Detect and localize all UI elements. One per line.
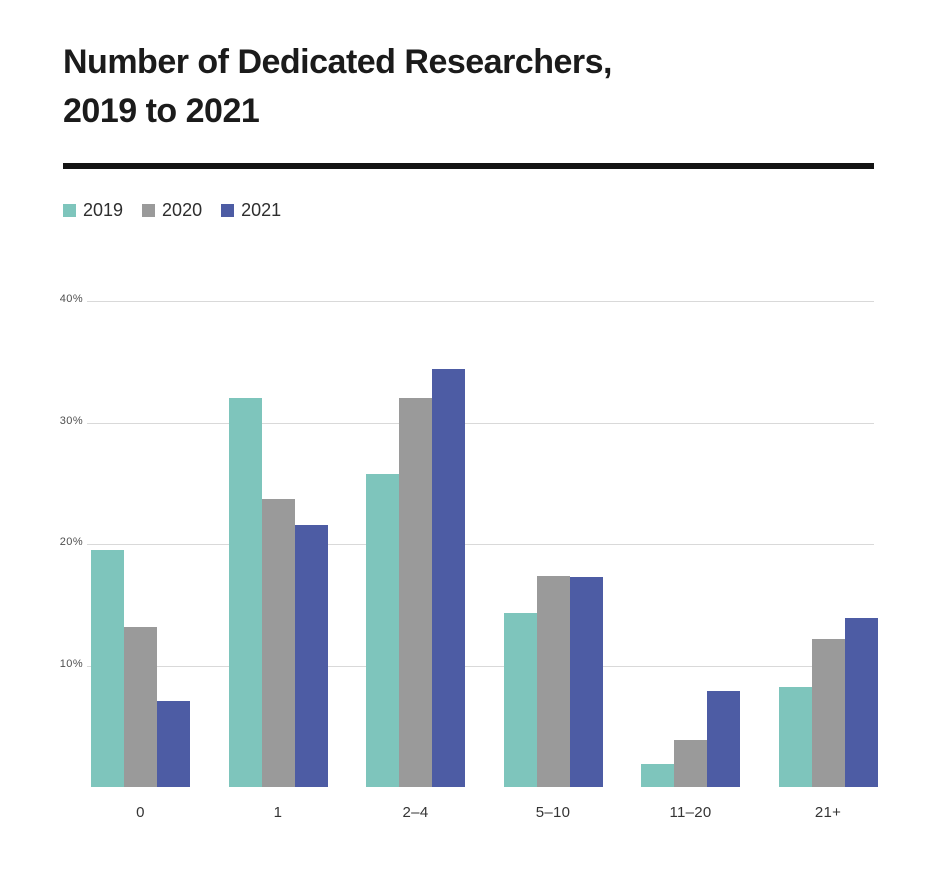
x-axis-label: 2–4	[402, 804, 429, 821]
bar-2019-21+	[778, 687, 812, 787]
y-axis-tick-label: 10%	[59, 657, 83, 670]
bar-2020-21+	[811, 638, 845, 787]
legend: 2019 2020 2021	[63, 200, 281, 221]
legend-swatch-2020	[142, 204, 156, 217]
gridline-10%	[87, 665, 874, 667]
title-divider	[63, 163, 874, 169]
bar-2021-1	[294, 524, 328, 787]
x-axis-label: 11–20	[669, 804, 712, 821]
x-axis-label: 21+	[814, 804, 842, 821]
bar-group-21+	[778, 618, 878, 787]
gridline-40%	[87, 301, 874, 302]
bar-2020-0	[124, 626, 157, 787]
bar-2021-5–10	[569, 576, 603, 787]
bar-2020-11–20	[674, 739, 707, 787]
page-title-line-1: Number of Dedicated Researchers,	[63, 43, 612, 81]
legend-swatch-2021	[221, 204, 235, 217]
bar-chart: 40% 30% 20% 10% 0 1 2–4 5–10 11–20 21+	[0, 280, 942, 874]
bar-group-1	[228, 398, 328, 787]
bar-2021-2–4	[432, 369, 465, 787]
x-axis-label: 1	[273, 804, 283, 821]
legend-item-2021: 2021	[221, 200, 281, 221]
bar-group-0	[91, 550, 190, 787]
bar-group-11–20	[641, 691, 740, 787]
x-axis-label: 5–10	[535, 804, 571, 821]
x-axis-label: 0	[136, 804, 145, 821]
gridline-20%	[87, 544, 874, 545]
bar-2019-1	[228, 398, 262, 787]
y-axis-tick-label: 40%	[59, 293, 83, 305]
plot-area	[87, 301, 878, 787]
bar-2021-0	[157, 700, 190, 787]
bar-group-2–4	[366, 369, 465, 787]
bar-2021-21+	[844, 618, 878, 787]
bar-2020-1	[261, 499, 295, 787]
legend-label: 2020	[162, 200, 203, 220]
legend-swatch-2019	[63, 204, 76, 217]
legend-item-2019: 2019	[63, 200, 123, 221]
bar-2021-11–20	[707, 691, 740, 787]
bar-2019-5–10	[503, 613, 537, 787]
legend-label: 2021	[241, 200, 282, 220]
page-title: Number of Dedicated Researchers, 2019 to…	[63, 38, 612, 136]
bar-group-5–10	[503, 575, 603, 787]
bar-2020-5–10	[536, 575, 570, 787]
gridline-30%	[87, 422, 874, 424]
page-title-line-2: 2019 to 2021	[63, 92, 260, 130]
bar-2019-0	[91, 550, 124, 787]
legend-label: 2019	[83, 200, 124, 220]
bar-2019-11–20	[641, 763, 674, 787]
legend-item-2020: 2020	[142, 200, 202, 221]
y-axis-tick-label: 30%	[59, 414, 83, 427]
bar-2020-2–4	[399, 398, 432, 787]
bar-2019-2–4	[366, 473, 399, 787]
y-axis-tick-label: 20%	[59, 536, 83, 548]
